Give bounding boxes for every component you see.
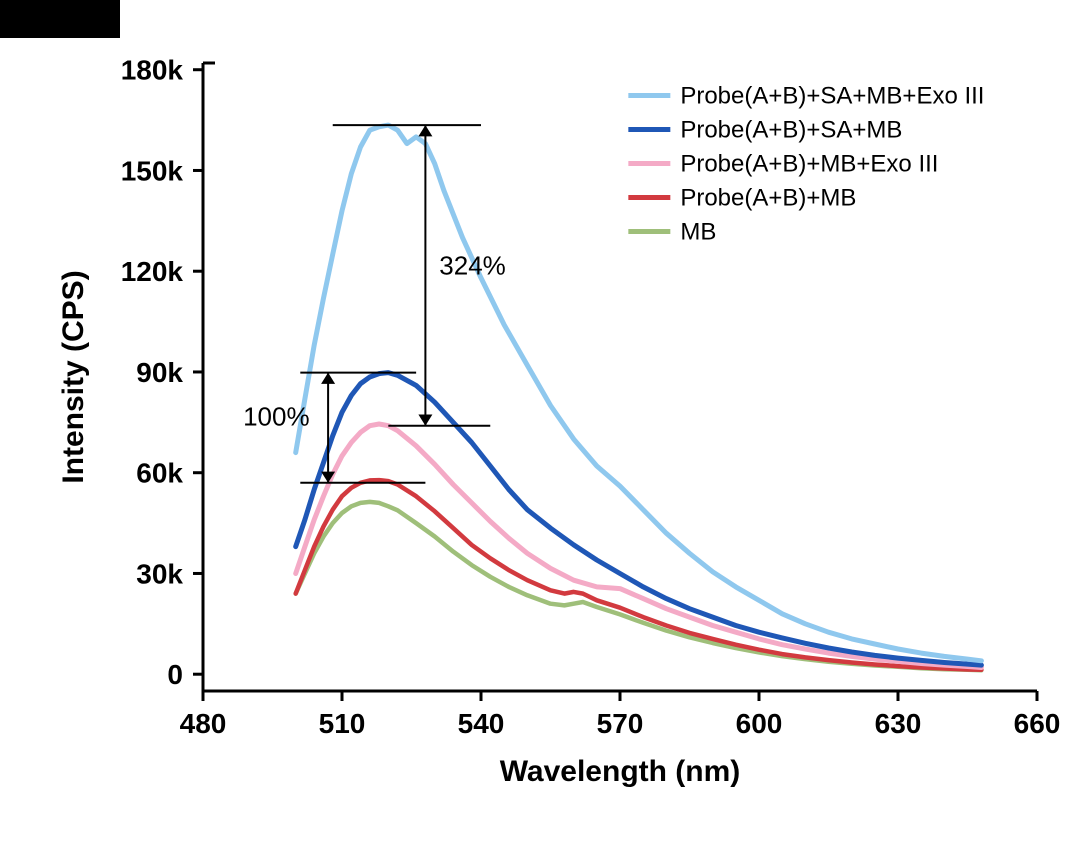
arrow-head [321,373,335,384]
y-tick-label: 60k [136,458,183,489]
annotation-label: 324% [439,251,506,281]
series-s3 [296,424,982,668]
top-black-bar [0,0,120,38]
legend-label: Probe(A+B)+SA+MB+Exo III [680,83,984,110]
y-tick-label: 0 [167,659,183,690]
legend-label: MB [680,219,716,246]
legend-label: Probe(A+B)+MB+Exo III [680,151,938,178]
chart-svg: 480 510 540 570 600 630 660 Wavelength (nm) 0 30k… [0,0,1080,841]
y-tick-label: 180k [121,55,184,86]
annotation-label: 100% [243,402,310,432]
y-axis-label: Intensity (CPS) [57,270,90,483]
arrow-head [418,125,432,136]
legend-label: Probe(A+B)+SA+MB [680,117,902,144]
legend: Probe(A+B)+SA+MB+Exo III Probe(A+B)+SA+MB… [628,83,984,246]
x-tick-label: 660 [1014,708,1061,739]
series-s1 [296,125,982,661]
x-tick-label: 630 [875,708,922,739]
arrow-head [418,414,432,425]
x-tick-label: 510 [319,708,366,739]
chart-figure: 480 510 540 570 600 630 660 Wavelength (nm) 0 30k… [0,0,1080,841]
x-tick-label: 600 [736,708,783,739]
y-tick-label: 90k [136,357,183,388]
y-tick-label: 30k [136,558,183,589]
y-tick-label: 120k [121,256,184,287]
x-tick-label: 540 [458,708,505,739]
y-tick-label: 150k [121,155,184,186]
x-tick-label: 480 [180,708,227,739]
series-group [296,125,982,670]
x-tick-label: 570 [597,708,644,739]
annotations: 324% 100% [243,125,506,483]
legend-label: Probe(A+B)+MB [680,185,856,212]
x-axis-label: Wavelength (nm) [500,755,741,788]
